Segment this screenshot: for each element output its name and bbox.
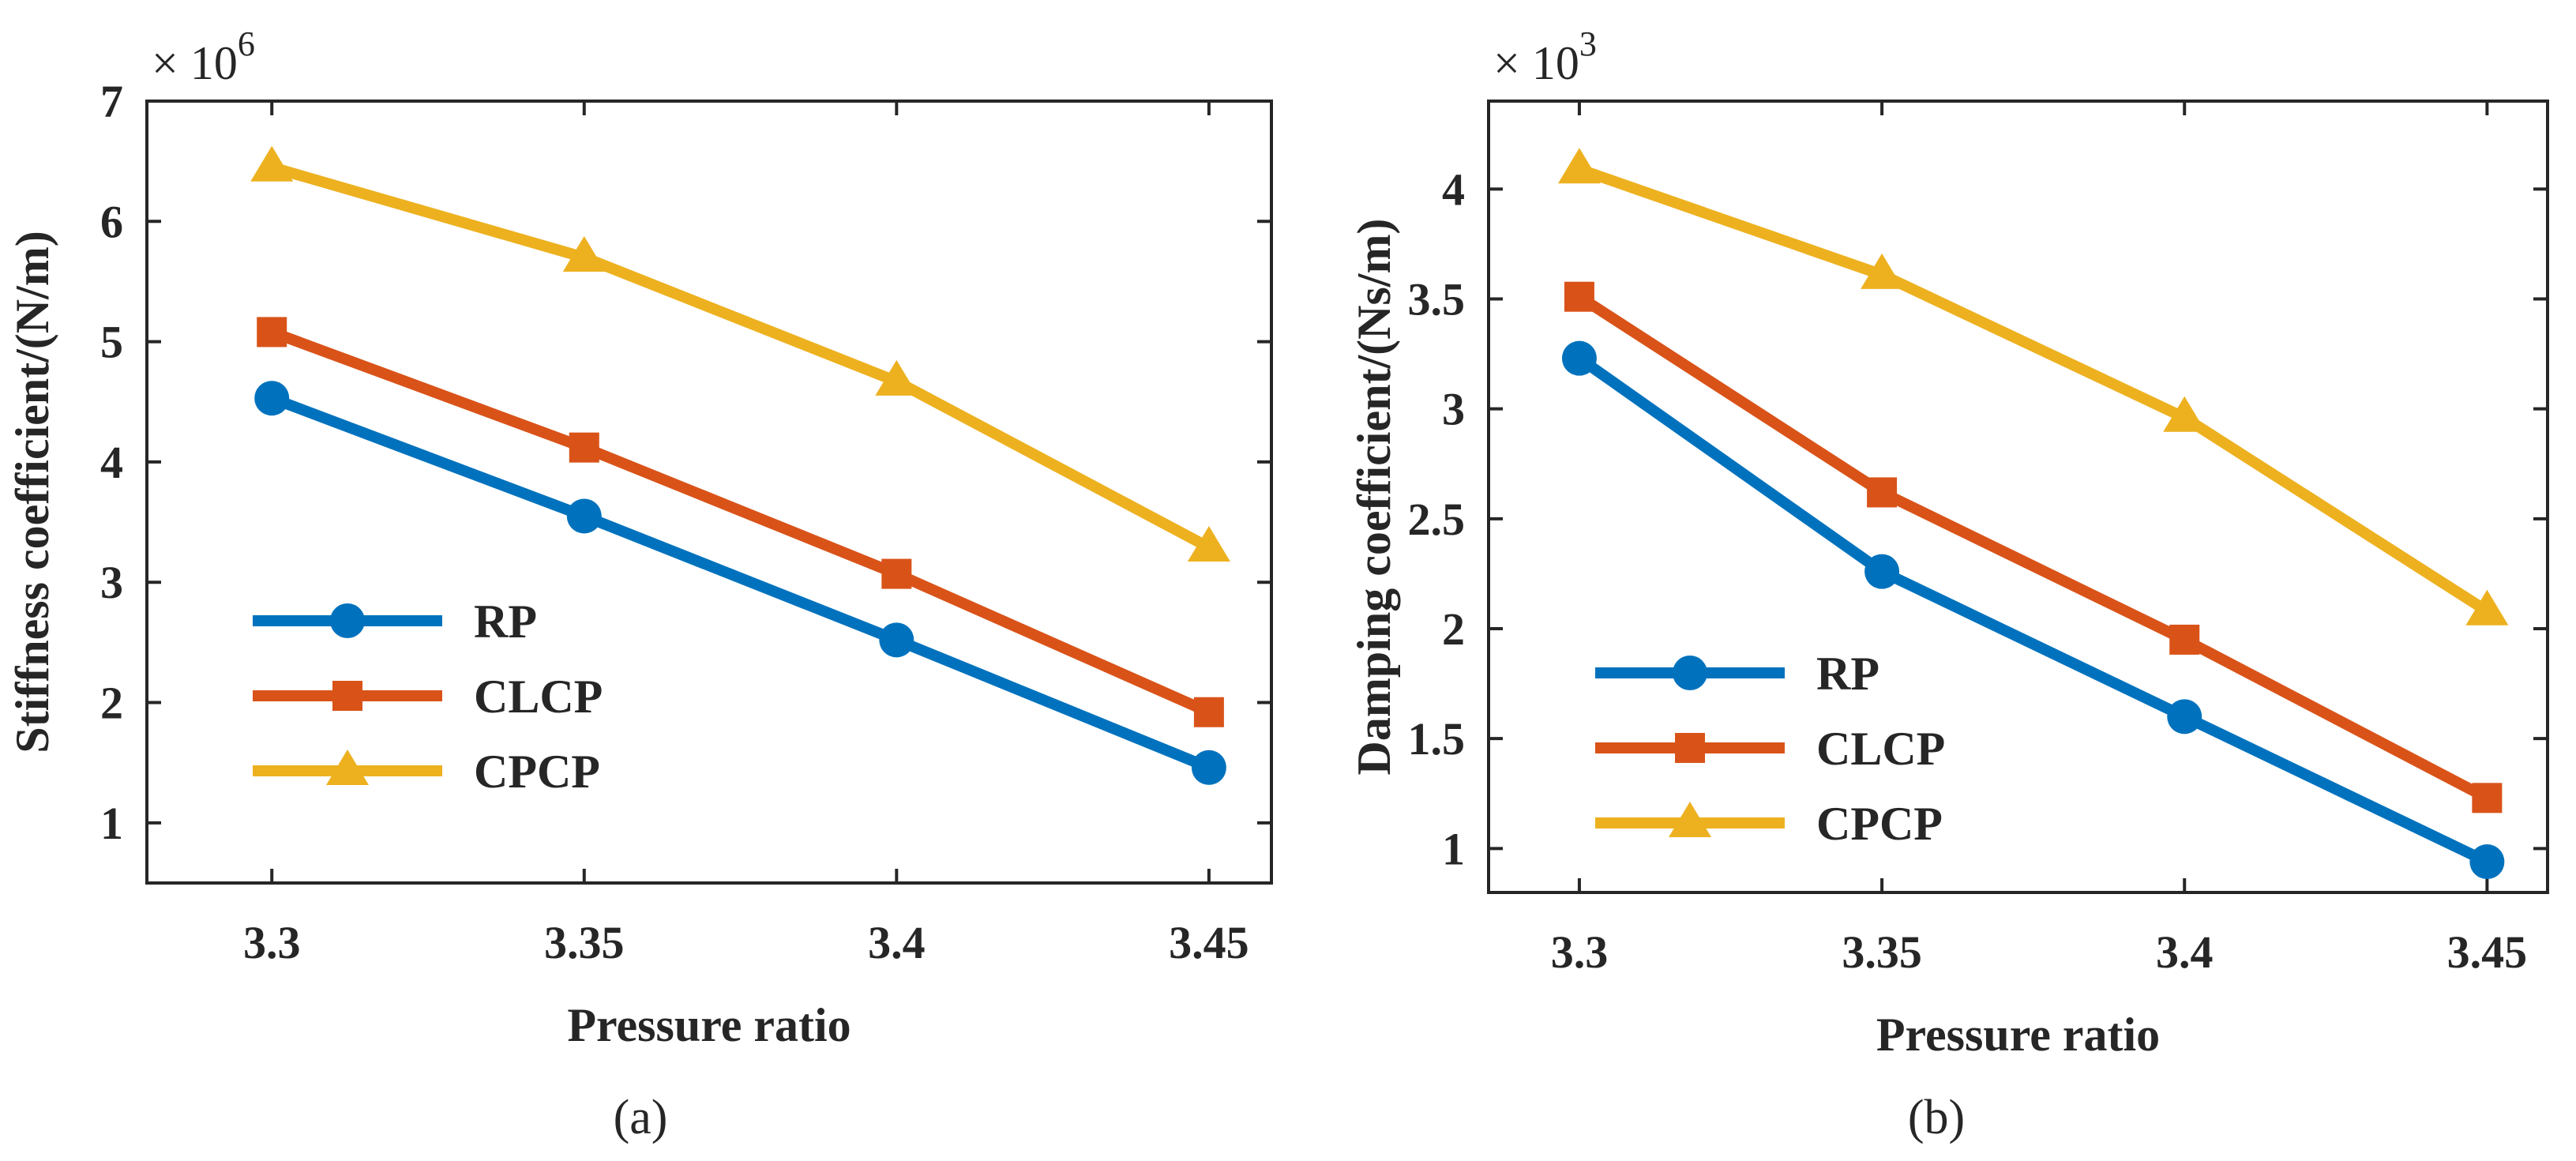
data-point-rp [566,498,602,534]
data-point-clcp [881,558,912,589]
legend-label: CPCP [474,746,600,798]
legend-label: CLCP [1816,723,1945,775]
series-line-clcp [1576,291,2490,803]
y-tick-label: 4 [1442,163,1465,215]
data-point-clcp [257,317,287,348]
series-line-rp [1575,353,2490,867]
data-point-cpcp [2465,589,2509,626]
series-clcp [257,317,1224,727]
data-point-cpcp [1187,526,1230,562]
data-point-cpcp [1557,148,1601,184]
y-axis-label: Stiffness coefficient/(N/m) [6,231,58,753]
y-tick-label: 4 [100,437,123,488]
data-point-clcp [2472,783,2503,813]
series-line-cpcp [270,162,1212,553]
data-point-rp [2167,699,2202,735]
series-cpcp [1557,148,2509,626]
y-tick-label: 1.5 [1408,713,1466,765]
y-tick-label: 1 [100,798,123,849]
data-point-cpcp [2163,396,2206,432]
y-tick-label: 2 [1442,603,1465,655]
y-tick-label: 1 [1442,823,1465,874]
legend-label: CPCP [1816,798,1943,850]
x-tick-label: 3.35 [544,917,625,968]
y-multiplier-exponent: 3 [1579,24,1597,63]
legend-swatch-marker [1675,733,1705,763]
plot-area-frame [145,100,1273,885]
series-line-clcp [269,326,1211,718]
series-rp [1561,340,2505,880]
x-tick-label: 3.3 [1551,926,1609,978]
y-multiplier: × 103 [1493,24,1597,89]
x-axis-label: Pressure ratio [567,999,851,1051]
legend-label: RP [474,596,537,648]
y-tick-label: 2.5 [1408,494,1466,545]
y-tick-label: 3.5 [1408,274,1466,325]
data-point-rp [2469,844,2505,880]
series-cpcp [250,145,1230,562]
x-tick-label: 3.4 [868,917,926,968]
legend-swatch-marker [1673,656,1707,690]
x-tick-label: 3.4 [2156,926,2214,978]
data-point-rp [1561,340,1597,376]
x-axis-label: Pressure ratio [1876,1009,2160,1061]
data-point-clcp [1193,697,1224,727]
legend-swatch-marker [330,603,365,638]
panel-caption: (b) [1908,1091,1965,1144]
x-tick-label: 3.45 [1169,917,1249,968]
data-point-rp [254,381,290,416]
data-point-rp [879,622,914,658]
legend-swatch-marker [332,681,362,711]
y-multiplier-exponent: 6 [238,24,255,63]
data-point-clcp [1867,477,1898,508]
data-point-cpcp [875,359,918,396]
x-tick-label: 3.3 [243,917,301,968]
legend: RP CLCP CPCP [253,596,603,798]
data-point-clcp [1564,281,1594,312]
y-axis-label: Damping coefficient/(Ns/m) [1348,219,1400,776]
y-tick-label: 3 [1442,384,1465,435]
y-tick-label: 2 [100,678,123,729]
data-point-cpcp [250,145,294,182]
data-point-clcp [569,432,599,463]
series-rp [254,381,1226,785]
y-tick-label: 5 [100,317,123,368]
data-point-rp [1191,750,1226,785]
y-multiplier-base: × 10 [1493,37,1579,89]
legend-swatch-marker [1669,802,1711,837]
y-tick-label: 7 [100,76,123,127]
data-point-cpcp [1861,253,1904,289]
plot-area-frame [1487,100,2549,894]
data-point-rp [1864,554,1900,589]
y-tick-label: 6 [100,196,123,247]
y-multiplier: × 106 [152,24,255,89]
legend-label: CLCP [474,671,603,723]
legend: RP CLCP CPCP [1595,648,1945,850]
y-multiplier-base: × 10 [152,37,238,89]
legend-swatch-marker [326,750,369,785]
y-tick-label: 3 [100,557,123,608]
panel-caption: (a) [614,1091,668,1144]
series-line-cpcp [1577,163,2491,616]
x-tick-label: 3.35 [1842,926,1922,978]
x-tick-label: 3.45 [2447,926,2528,978]
legend-label: RP [1816,648,1879,700]
data-point-clcp [2169,624,2200,655]
data-point-cpcp [562,236,606,272]
series-line-rp [269,393,1211,773]
series-clcp [1564,281,2503,813]
